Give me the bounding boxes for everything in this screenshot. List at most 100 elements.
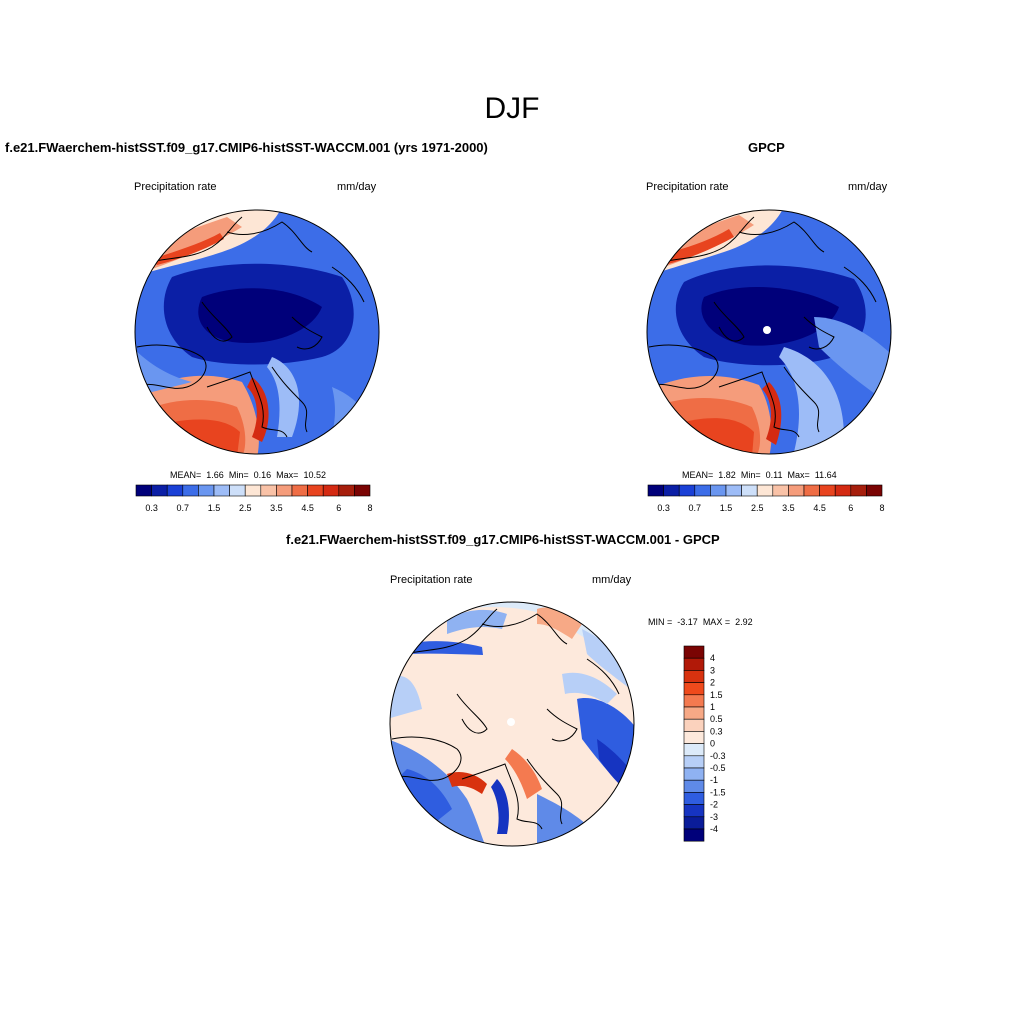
variable-label-obs: Precipitation rate: [646, 181, 729, 193]
max-label: Max=: [787, 470, 810, 480]
colorbar-tick-label: 6: [848, 503, 853, 513]
polar-map-model: [134, 209, 380, 455]
colorbar-tick-label: 3.5: [782, 503, 795, 513]
colorbar-swatch: [354, 484, 371, 497]
variable-label-model: Precipitation rate: [134, 181, 217, 193]
colorbar-swatch: [683, 645, 705, 659]
max-label: MAX =: [702, 617, 731, 627]
colorbar-tick-label: 8: [367, 503, 372, 513]
colorbar-tick-label: 1.5: [720, 503, 733, 513]
colorbar-swatch: [307, 484, 324, 497]
min-value: -3.17: [677, 617, 698, 627]
colorbar-tick-label: 6: [336, 503, 341, 513]
panel-title-model: f.e21.FWaerchem-histSST.f09_g17.CMIP6-hi…: [5, 140, 488, 155]
min-value: 0.16: [253, 470, 272, 480]
polar-map-obs: [646, 209, 892, 455]
stats-model: MEAN= 1.66 Min= 0.16 Max= 10.52: [170, 470, 326, 480]
colorbar-swatch: [198, 484, 215, 497]
colorbar-swatch: [683, 743, 705, 757]
colorbar-swatch: [683, 792, 705, 805]
colorbar-swatch: [683, 731, 705, 744]
colorbar-swatch: [683, 779, 705, 793]
colorbar-tick-label: 0.3: [145, 503, 158, 513]
colorbar-swatch: [683, 682, 705, 696]
panel-title-obs: GPCP: [748, 140, 785, 155]
colorbar-tick-label: 1.5: [710, 690, 723, 700]
colorbar-swatch: [756, 484, 774, 497]
colorbar-tick-label: -4: [710, 824, 718, 834]
max-value: 11.64: [814, 470, 837, 480]
mean-label: MEAN=: [170, 470, 202, 480]
stats-diff: MIN = -3.17 MAX = 2.92: [648, 617, 753, 627]
colorbar-tick-label: 3.5: [270, 503, 283, 513]
colorbar-swatch: [710, 484, 727, 497]
mean-label: MEAN=: [682, 470, 714, 480]
min-label: Min=: [228, 470, 249, 480]
colorbar-obs: 0.3 0.7 1.5 2.5 3.5 4.5 6 8: [647, 484, 885, 513]
colorbar-tick-label: -3: [710, 812, 718, 822]
colorbar-tick-label: 1: [710, 702, 715, 712]
colorbar-tick-label: 4.5: [301, 503, 314, 513]
colorbar-swatch: [819, 484, 836, 497]
colorbar-swatch: [322, 484, 340, 497]
colorbar-swatch: [291, 484, 308, 497]
colorbar-tick-label: 2.5: [239, 503, 252, 513]
mean-value: 1.66: [206, 470, 224, 480]
colorbar-swatch: [772, 484, 789, 497]
colorbar-swatch: [244, 484, 262, 497]
colorbar-tick-label: 4.5: [813, 503, 826, 513]
variable-label-diff: Precipitation rate: [390, 574, 473, 586]
stats-obs: MEAN= 1.82 Min= 0.11 Max= 11.64: [682, 470, 837, 480]
colorbar-swatch: [683, 767, 705, 781]
colorbar-swatch: [683, 755, 705, 769]
colorbar-swatch: [338, 484, 355, 497]
max-value: 2.92: [735, 617, 753, 627]
colorbar-tick-label: 1.5: [208, 503, 221, 513]
colorbar-model: 0.3 0.7 1.5 2.5 3.5 4.5 6 8: [135, 484, 373, 513]
colorbar-swatch: [683, 804, 705, 818]
colorbar-swatch: [678, 484, 696, 497]
colorbar-tick-label: -0.3: [710, 751, 726, 761]
colorbar-tick-label: 0.7: [177, 503, 190, 513]
colorbar-swatch: [229, 484, 246, 497]
colorbar-swatch: [694, 484, 711, 497]
figure-title: DJF: [484, 92, 540, 125]
colorbar-tick-label: -2: [710, 800, 718, 810]
mean-value: 1.82: [718, 470, 736, 480]
units-label-model: mm/day: [337, 181, 377, 193]
colorbar-swatch: [683, 694, 705, 708]
colorbar-swatch: [276, 484, 293, 497]
colorbar-tick-label: -1.5: [710, 787, 726, 797]
panel-title-diff: f.e21.FWaerchem-histSST.f09_g17.CMIP6-hi…: [286, 532, 720, 547]
colorbar-swatch: [834, 484, 852, 497]
colorbar-diff: 4 3 2 1.5 1 0.5 0.3 0 -0.3 -0.5 -1 -1.5 -2 -3 -4: [683, 645, 726, 842]
min-value: 0.11: [765, 470, 783, 480]
colorbar-tick-label: 2: [710, 678, 715, 688]
min-label: MIN =: [648, 617, 673, 627]
colorbar-tick-label: 4: [710, 653, 715, 663]
colorbar-swatch: [166, 484, 184, 497]
colorbar-tick-label: 2.5: [751, 503, 764, 513]
colorbar-tick-label: -1: [710, 775, 718, 785]
colorbar-swatch: [803, 484, 820, 497]
colorbar-swatch: [182, 484, 199, 497]
colorbar-swatch: [663, 484, 680, 497]
colorbar-swatch: [850, 484, 867, 497]
colorbar-swatch: [725, 484, 742, 497]
colorbar-swatch: [151, 484, 168, 497]
colorbar-swatch: [788, 484, 805, 497]
colorbar-swatch: [213, 484, 230, 497]
units-label-obs: mm/day: [848, 181, 888, 193]
colorbar-tick-label: 3: [710, 665, 715, 675]
colorbar-swatch: [135, 484, 152, 497]
colorbar-tick-label: 0.7: [689, 503, 702, 513]
colorbar-swatch: [683, 670, 705, 683]
colorbar-tick-label: -0.5: [710, 763, 726, 773]
colorbar-swatch: [683, 828, 705, 842]
min-label: Min=: [740, 470, 761, 480]
max-value: 10.52: [303, 470, 326, 480]
colorbar-tick-label: 8: [879, 503, 884, 513]
colorbar-tick-label: 0.3: [657, 503, 670, 513]
colorbar-swatch: [866, 484, 883, 497]
colorbar-swatch: [683, 816, 705, 830]
